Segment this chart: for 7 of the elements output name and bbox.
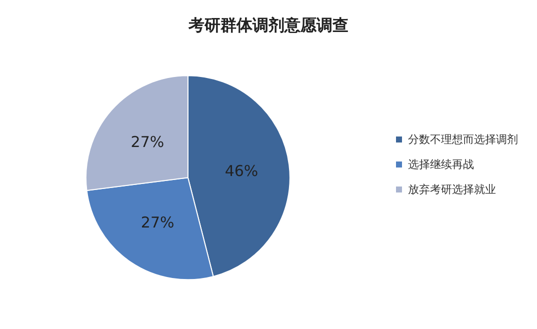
chart-title: 考研群体调剂意愿调查 xyxy=(188,16,348,34)
data-label: 46% xyxy=(224,162,258,180)
data-label: 27% xyxy=(140,213,174,232)
data-label: 27% xyxy=(130,132,164,151)
legend-label: 分数不理想而选择调剂 xyxy=(408,133,518,146)
legend-label: 放弃考研选择就业 xyxy=(408,183,496,196)
legend-label: 选择继续再战 xyxy=(408,158,474,171)
